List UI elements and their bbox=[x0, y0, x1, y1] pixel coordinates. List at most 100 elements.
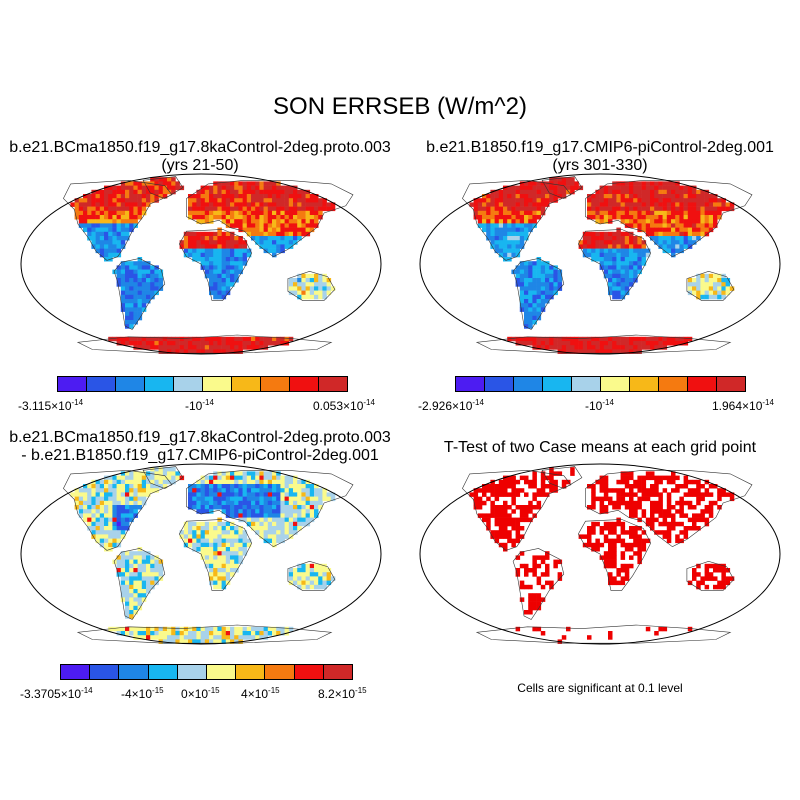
grid-cell bbox=[309, 568, 315, 573]
grid-cell bbox=[637, 551, 642, 556]
grid-cell bbox=[599, 336, 605, 342]
grid-cell bbox=[196, 542, 201, 548]
grid-cell bbox=[599, 496, 605, 502]
grid-cell bbox=[683, 534, 689, 539]
grid-cell bbox=[188, 626, 193, 632]
grid-cell bbox=[125, 202, 130, 207]
grid-cell bbox=[293, 509, 298, 514]
grid-cell bbox=[330, 286, 336, 291]
grid-cell bbox=[293, 202, 298, 207]
grid-cell bbox=[704, 517, 710, 523]
grid-cell bbox=[116, 534, 122, 539]
grid-cell bbox=[204, 521, 210, 527]
grid-cell bbox=[238, 227, 243, 233]
grid-cell bbox=[540, 261, 546, 266]
grid-cell bbox=[314, 278, 319, 283]
grid-cell bbox=[251, 500, 256, 506]
grid-cell bbox=[171, 336, 176, 342]
grid-cell bbox=[528, 185, 533, 191]
grid-cell bbox=[511, 236, 516, 241]
grid-cell bbox=[95, 530, 101, 535]
grid-cell bbox=[545, 261, 550, 266]
grid-cell bbox=[624, 244, 630, 249]
grid-cell bbox=[301, 517, 306, 523]
grid-cell bbox=[116, 526, 122, 531]
grid-cell bbox=[293, 236, 298, 241]
grid-cell bbox=[675, 219, 680, 224]
grid-cell bbox=[162, 189, 168, 195]
grid-cell bbox=[150, 278, 155, 283]
grid-cell bbox=[141, 488, 147, 493]
grid-cell bbox=[204, 341, 210, 346]
grid-cell bbox=[658, 492, 663, 497]
grid-cell bbox=[553, 484, 558, 489]
grid-cell bbox=[507, 198, 512, 203]
grid-cell bbox=[293, 185, 298, 191]
grid-cell bbox=[116, 530, 122, 535]
grid-cell bbox=[230, 261, 235, 266]
grid-cell bbox=[217, 626, 222, 632]
coastline-samerica bbox=[113, 258, 166, 330]
grid-cell bbox=[305, 294, 311, 300]
grid-cell bbox=[137, 290, 143, 296]
grid-cell bbox=[297, 521, 302, 527]
grid-cell bbox=[133, 290, 138, 296]
grid-cell bbox=[288, 236, 294, 241]
grid-cell bbox=[196, 505, 201, 510]
grid-cell bbox=[137, 257, 143, 262]
grid-cell bbox=[242, 475, 248, 481]
grid-cell bbox=[259, 345, 264, 350]
grid-cell bbox=[129, 206, 134, 212]
grid-cell bbox=[217, 521, 222, 527]
grid-cell bbox=[671, 252, 676, 258]
grid-cell bbox=[524, 584, 529, 590]
grid-cell bbox=[620, 219, 626, 224]
grid-cell bbox=[125, 614, 130, 619]
grid-cell bbox=[188, 210, 193, 216]
grid-cell bbox=[276, 227, 281, 233]
grid-cell bbox=[196, 500, 201, 506]
grid-cell bbox=[259, 244, 264, 249]
grid-cell bbox=[671, 479, 676, 485]
grid-cell bbox=[692, 282, 697, 287]
grid-cell bbox=[112, 517, 117, 523]
grid-cell bbox=[326, 278, 332, 283]
grid-cell bbox=[616, 185, 621, 191]
map-boundary bbox=[419, 463, 781, 645]
grid-cell bbox=[204, 236, 210, 241]
grid-cell bbox=[284, 475, 290, 481]
grid-cell bbox=[696, 492, 701, 497]
grid-cell bbox=[242, 484, 248, 489]
grid-cell bbox=[192, 492, 197, 497]
grid-cell bbox=[221, 244, 227, 249]
grid-cell bbox=[112, 538, 117, 544]
grid-cell bbox=[104, 252, 109, 258]
grid-cell bbox=[74, 496, 80, 502]
grid-cell bbox=[204, 639, 210, 644]
grid-cell bbox=[620, 526, 626, 531]
grid-cell bbox=[280, 231, 285, 237]
grid-cell bbox=[314, 584, 319, 590]
grid-cell bbox=[188, 206, 193, 212]
grid-cell bbox=[528, 479, 533, 485]
grid-cell bbox=[561, 345, 567, 350]
grid-cell bbox=[263, 496, 269, 502]
grid-cell bbox=[675, 236, 680, 241]
grid-cell bbox=[213, 248, 218, 254]
grid-cell bbox=[532, 559, 537, 565]
grid-cell bbox=[293, 231, 298, 237]
grid-cell bbox=[658, 530, 663, 535]
grid-cell bbox=[251, 210, 256, 216]
grid-cell bbox=[129, 210, 134, 216]
grid-cell bbox=[83, 223, 88, 228]
grid-cell bbox=[238, 219, 243, 224]
grid-cell bbox=[540, 290, 546, 296]
grid-cell bbox=[154, 475, 159, 481]
grid-cell bbox=[687, 219, 693, 224]
grid-cell bbox=[629, 282, 634, 287]
grid-cell bbox=[553, 181, 558, 186]
grid-cell bbox=[637, 496, 642, 502]
grid-cell bbox=[318, 273, 323, 279]
grid-cell bbox=[221, 215, 227, 220]
grid-cell bbox=[120, 231, 126, 237]
